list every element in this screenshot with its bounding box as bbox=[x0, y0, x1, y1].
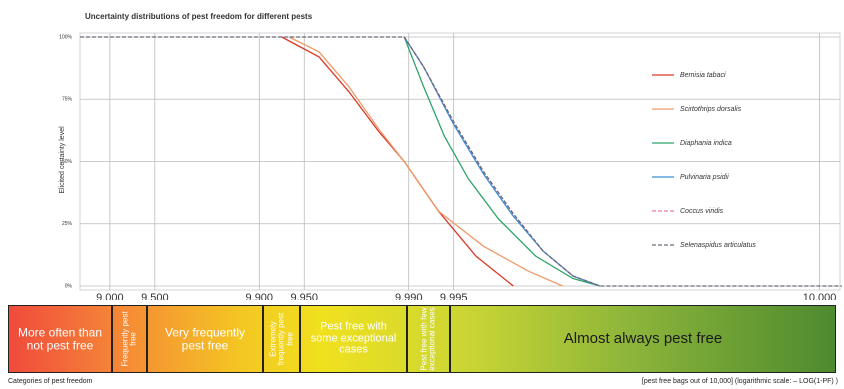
x-tick-label: 9,000 bbox=[96, 292, 124, 300]
y-tick-label: 75% bbox=[62, 97, 73, 103]
category-cell: Frequently pest free bbox=[112, 305, 147, 373]
x-tick-label: 9,995 bbox=[440, 292, 468, 300]
legend-label: Pulvinaria psidii bbox=[680, 174, 729, 181]
category-label: Frequently pest free bbox=[120, 311, 138, 367]
legend-label: Selenaspidus articulatus bbox=[680, 242, 756, 249]
series-line bbox=[281, 36, 514, 287]
y-tick-label: 25% bbox=[62, 221, 73, 227]
category-label: Almost always pest free bbox=[563, 330, 723, 348]
legend-label: Bemisia tabaci bbox=[680, 72, 726, 79]
category-band: More often than not pest free Frequently … bbox=[8, 305, 836, 373]
legend-label: Scirtothrips dorsalis bbox=[680, 106, 742, 113]
category-cell: More often than not pest free bbox=[8, 305, 112, 373]
y-tick-label: 100% bbox=[59, 34, 72, 40]
x-tick-label: 10,000 bbox=[803, 292, 837, 300]
legend-label: Coccus viridis bbox=[680, 208, 724, 215]
y-tick-label: 50% bbox=[62, 159, 73, 165]
category-cell: Very frequently pest free bbox=[147, 305, 263, 373]
chart-title: Uncertainty distributions of pest freedo… bbox=[85, 12, 313, 21]
x-tick-label: 9,950 bbox=[291, 292, 319, 300]
category-cell: Almost always pest free bbox=[450, 305, 836, 373]
category-label: More often than not pest free bbox=[17, 325, 103, 352]
category-cell: Pest free with some exceptional cases bbox=[300, 305, 407, 373]
category-label: Pest free with some exceptional cases bbox=[310, 320, 397, 356]
x-tick-label: 9,900 bbox=[246, 292, 274, 300]
x-tick-label: 9,990 bbox=[395, 292, 423, 300]
category-label: Very frequently pest free bbox=[164, 325, 246, 352]
category-label: Pest free with few exceptional cases bbox=[419, 307, 437, 371]
band-caption: Categories of pest freedom bbox=[8, 378, 93, 385]
legend-label: Diaphania indica bbox=[680, 140, 732, 147]
series-line bbox=[403, 36, 601, 287]
x-tick-label: 9,500 bbox=[141, 292, 169, 300]
series-line bbox=[288, 36, 563, 287]
y-tick-label: 0% bbox=[65, 283, 73, 289]
category-cell: Pest free with few exceptional cases bbox=[407, 305, 450, 373]
x-axis-label: [pest free bags out of 10,000] (logarith… bbox=[641, 378, 838, 385]
series-line bbox=[80, 36, 842, 287]
chart: Uncertainty distributions of pest freedo… bbox=[59, 12, 842, 300]
category-label: Extremely frequently pest free bbox=[267, 312, 294, 366]
y-axis-label: Elicited certainty level bbox=[59, 126, 66, 194]
category-cell: Extremely frequently pest free bbox=[263, 305, 300, 373]
